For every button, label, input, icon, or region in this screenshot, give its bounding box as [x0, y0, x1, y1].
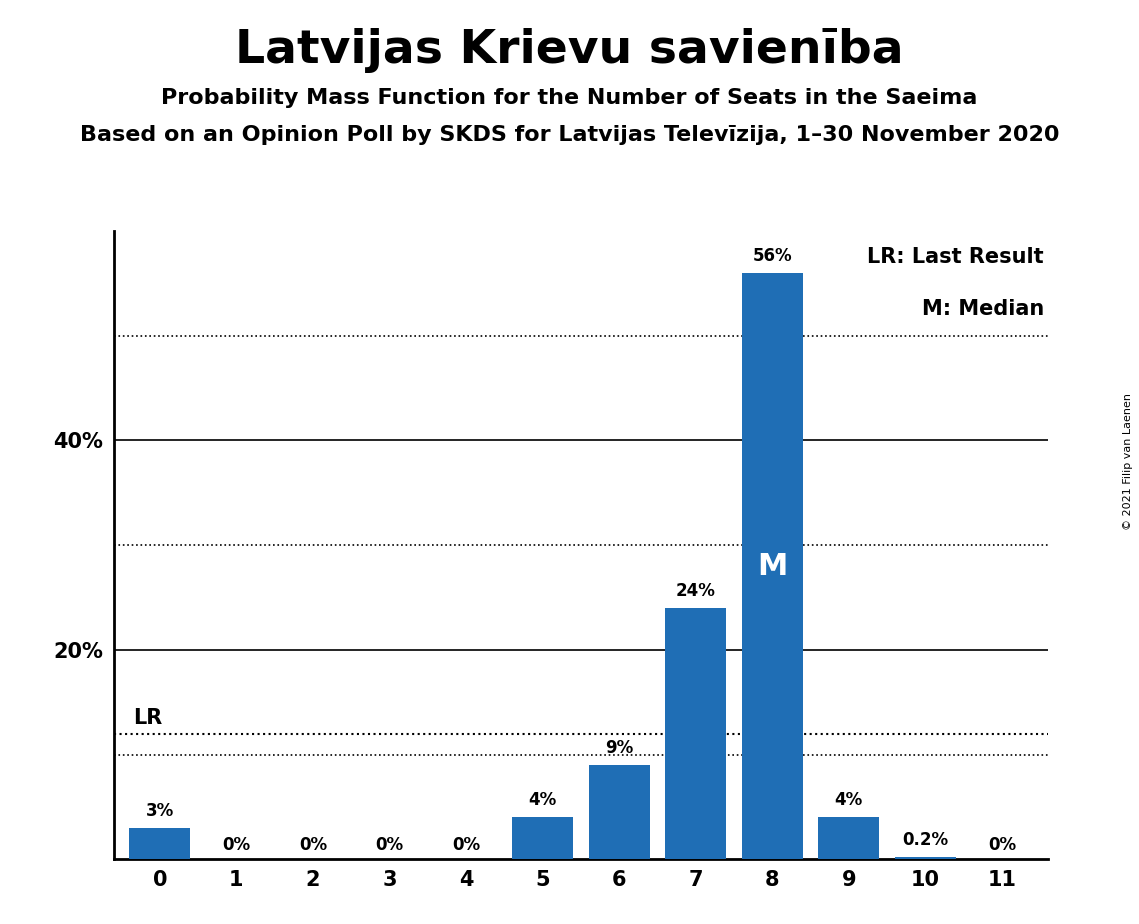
Text: M: M	[757, 552, 787, 580]
Text: 9%: 9%	[605, 738, 633, 757]
Text: 0%: 0%	[376, 836, 403, 854]
Text: Based on an Opinion Poll by SKDS for Latvijas Televīzija, 1–30 November 2020: Based on an Opinion Poll by SKDS for Lat…	[80, 125, 1059, 145]
Text: 0%: 0%	[988, 836, 1016, 854]
Bar	[589, 765, 649, 859]
Text: 0%: 0%	[452, 836, 481, 854]
Text: © 2021 Filip van Laenen: © 2021 Filip van Laenen	[1123, 394, 1133, 530]
Bar	[129, 828, 190, 859]
Text: 4%: 4%	[835, 791, 863, 809]
Bar	[741, 273, 803, 859]
Text: 24%: 24%	[675, 581, 715, 600]
Text: LR: LR	[133, 709, 162, 728]
Text: 0%: 0%	[298, 836, 327, 854]
Text: 0%: 0%	[222, 836, 251, 854]
Bar	[665, 608, 727, 859]
Bar	[818, 818, 879, 859]
Text: 4%: 4%	[528, 791, 557, 809]
Text: 3%: 3%	[146, 801, 174, 820]
Text: Latvijas Krievu savienība: Latvijas Krievu savienība	[235, 28, 904, 73]
Bar	[513, 818, 573, 859]
Text: 56%: 56%	[753, 247, 792, 264]
Text: Probability Mass Function for the Number of Seats in the Saeima: Probability Mass Function for the Number…	[162, 88, 977, 108]
Text: M: Median: M: Median	[921, 299, 1044, 319]
Bar	[895, 857, 956, 859]
Text: 0.2%: 0.2%	[902, 831, 949, 849]
Text: LR: Last Result: LR: Last Result	[868, 247, 1044, 267]
